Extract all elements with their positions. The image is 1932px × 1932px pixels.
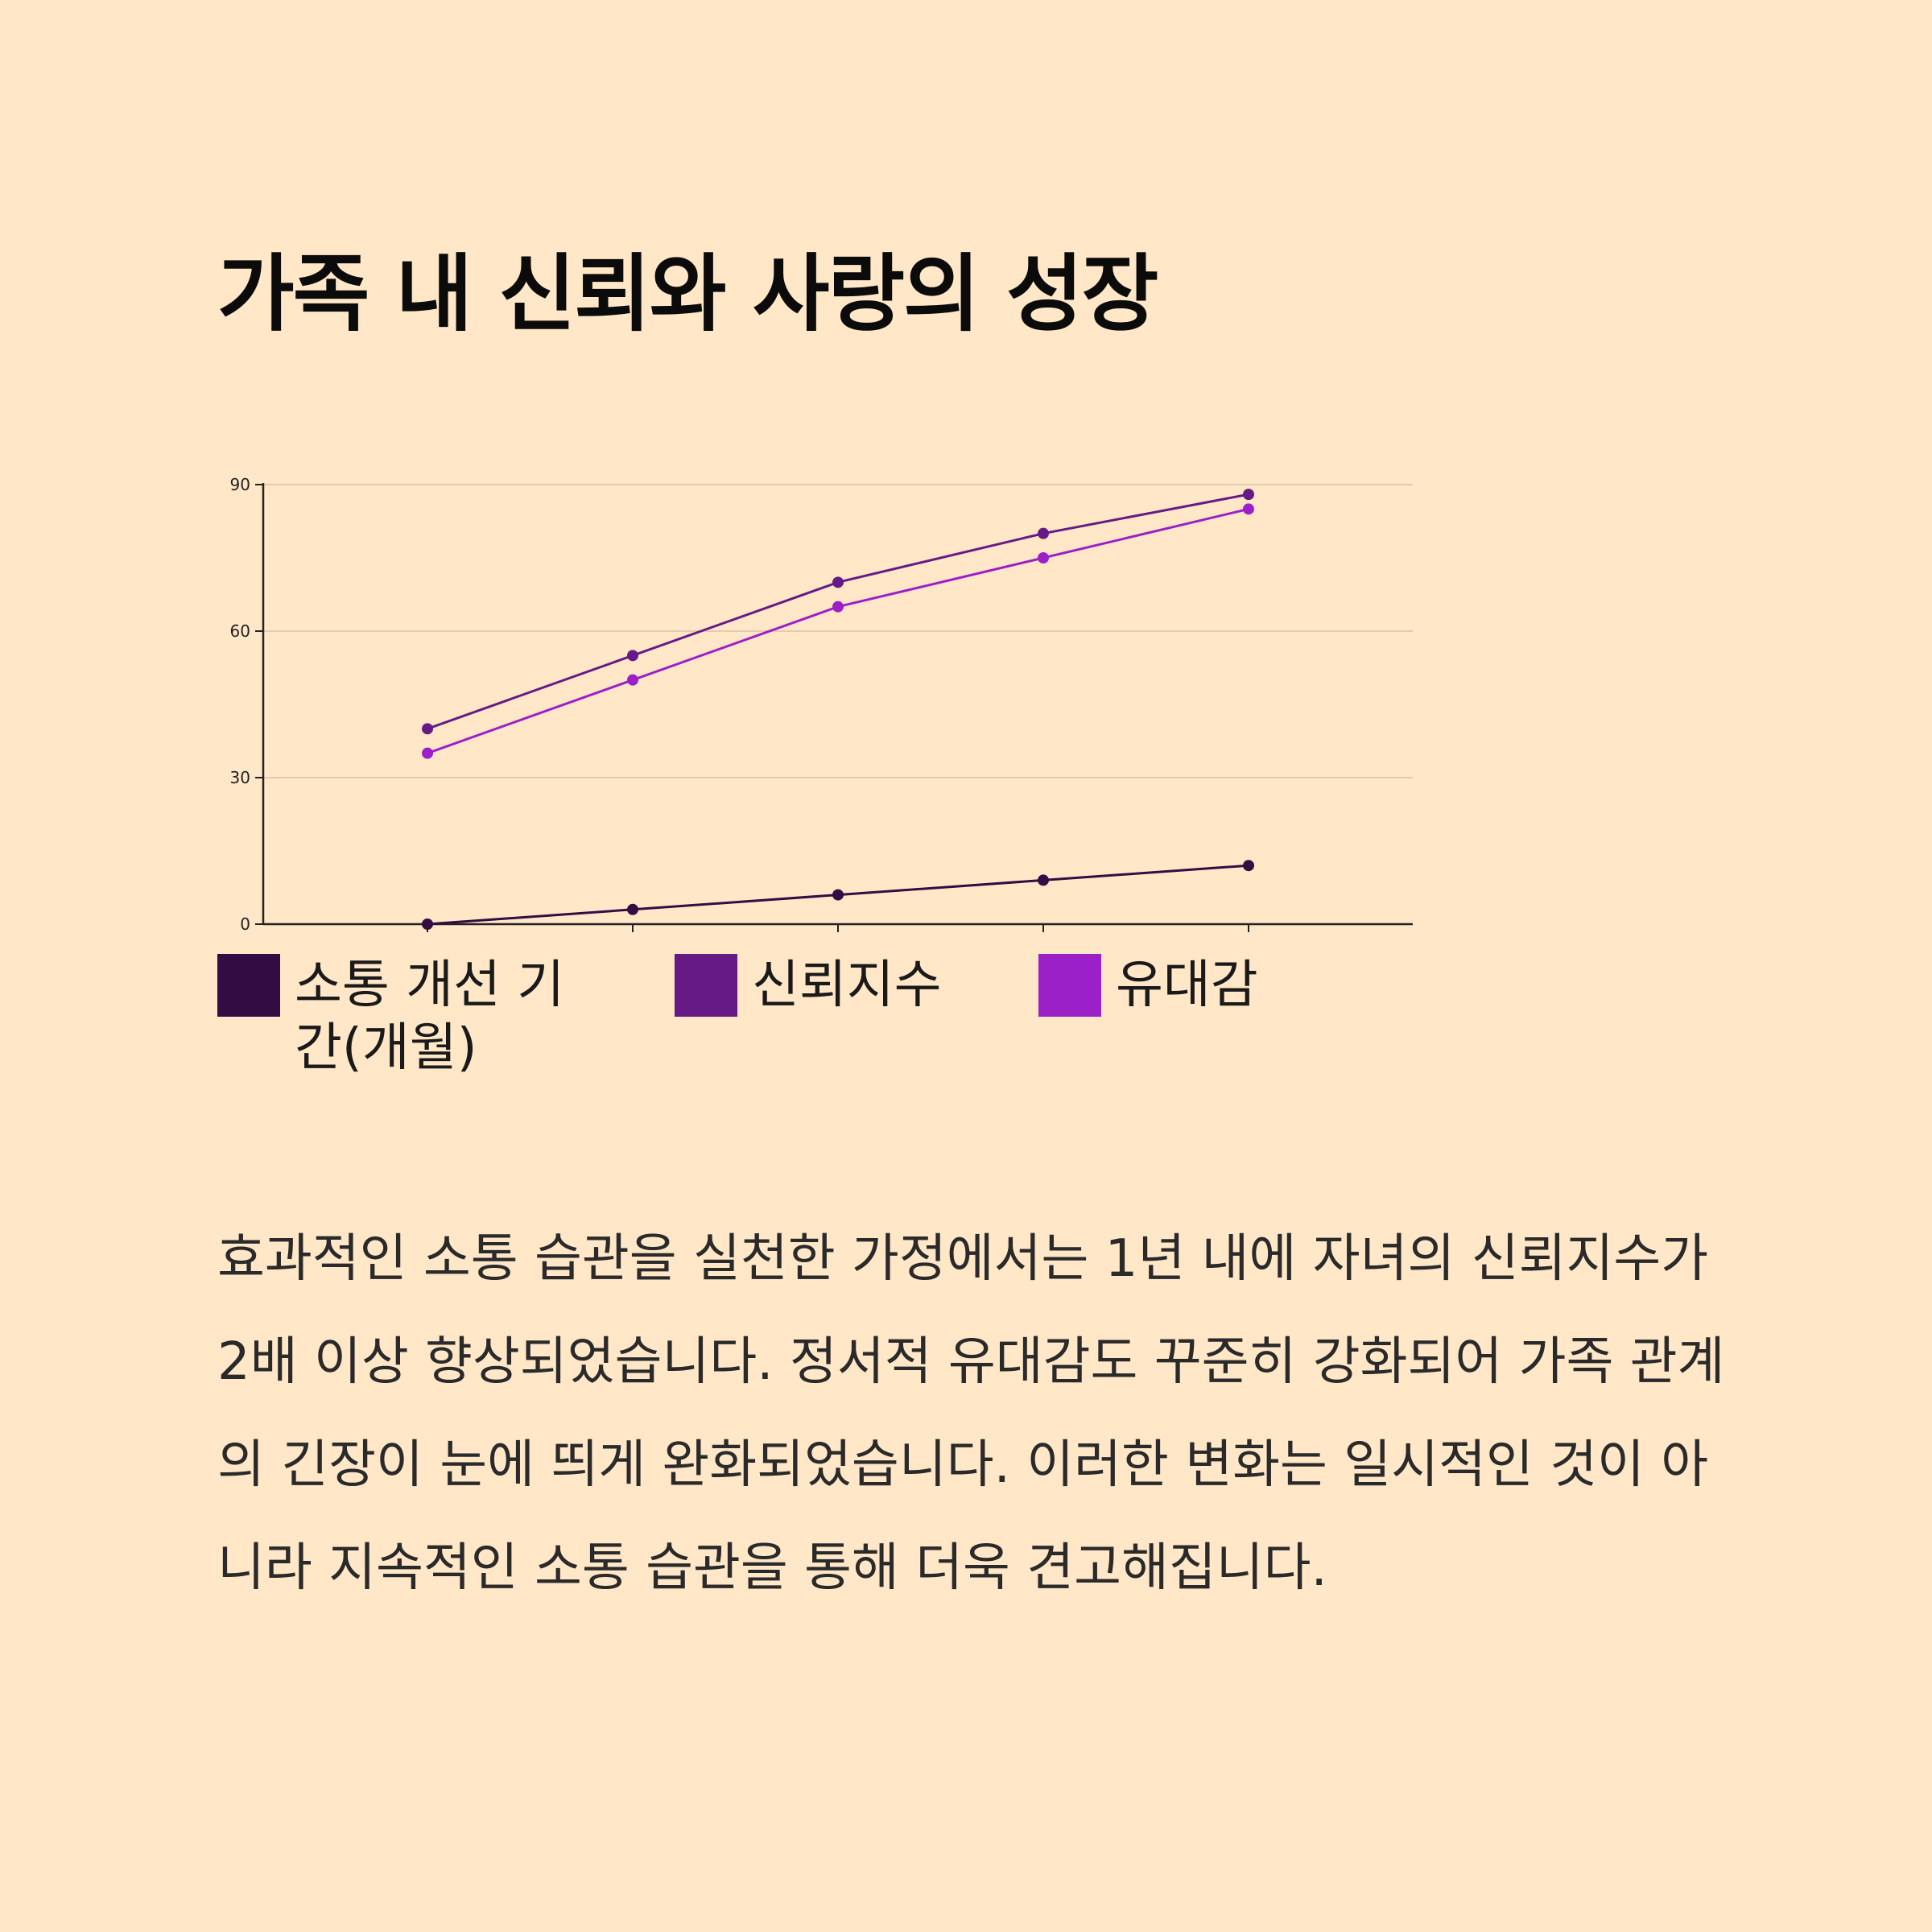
data-point <box>832 576 844 588</box>
data-point <box>627 650 638 662</box>
data-point <box>1243 860 1254 872</box>
data-point <box>627 674 638 686</box>
y-tick-label: 30 <box>230 768 250 787</box>
data-point <box>1038 874 1049 886</box>
data-point <box>627 903 638 915</box>
legend-swatch <box>675 954 737 1017</box>
legend-swatch <box>1038 954 1101 1017</box>
legend-label: 신뢰지수 <box>752 956 942 1015</box>
legend-label: 유대감 <box>1116 956 1258 1015</box>
data-point <box>832 889 844 901</box>
data-point <box>1038 527 1049 539</box>
data-point <box>1243 489 1254 501</box>
legend-swatch <box>217 954 280 1017</box>
data-point <box>1243 503 1254 515</box>
line-chart: 0 30 60 90 <box>230 475 1413 934</box>
legend-item-trust-index: 신뢰지수 <box>675 954 942 1017</box>
chart-title: 가족 내 신뢰와 사랑의 성장 <box>217 245 1158 343</box>
legend-item-communication-period: 소통 개선 기간(개월) <box>217 954 601 1080</box>
data-point <box>422 723 433 735</box>
y-tick-label: 60 <box>230 621 250 641</box>
y-tick-label: 0 <box>240 914 250 934</box>
data-point <box>832 601 844 613</box>
body-paragraph: 효과적인 소통 습관을 실천한 가정에서는 1년 내에 자녀의 신뢰지수가 2배… <box>217 1229 1725 1598</box>
data-point <box>422 747 433 759</box>
data-point <box>422 919 433 930</box>
y-tick-label: 90 <box>230 475 250 494</box>
chart-legend: 소통 개선 기간(개월) 신뢰지수 유대감 <box>217 954 1425 1091</box>
legend-item-bonding: 유대감 <box>1038 954 1258 1017</box>
data-point <box>1038 552 1049 564</box>
legend-label: 소통 개선 기간(개월) <box>295 956 565 1078</box>
